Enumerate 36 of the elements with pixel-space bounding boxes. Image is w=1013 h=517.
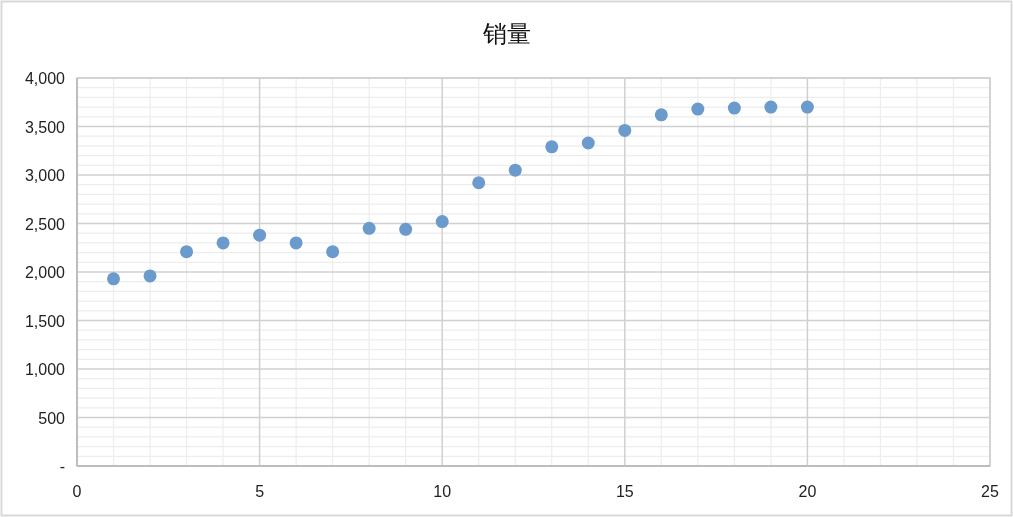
point [399, 222, 413, 236]
point [326, 245, 340, 259]
y-tick-label: 2,500 [24, 215, 66, 233]
y-tick-label: 3,000 [24, 167, 66, 184]
point [472, 176, 486, 190]
x-tick-label: 25 [981, 483, 999, 500]
y-tick-label: 2,000 [24, 264, 66, 281]
y-tick-label: - [59, 458, 65, 475]
x-tick-label: 10 [433, 483, 452, 500]
x-tick-label: 0 [72, 483, 82, 500]
point [618, 123, 632, 137]
point [727, 101, 741, 115]
point [508, 163, 522, 177]
point [764, 100, 778, 114]
point [289, 236, 303, 250]
y-tick-label: 1,000 [24, 361, 66, 378]
y-tick-label: 1,500 [24, 312, 66, 330]
y-tick-label: 500 [38, 409, 66, 427]
point [216, 236, 230, 250]
point [253, 228, 267, 242]
point [654, 108, 668, 122]
chart-title: 销量 [481, 20, 531, 47]
y-tick-label: 4,000 [24, 70, 66, 87]
point [800, 100, 814, 114]
point [435, 215, 449, 229]
point [362, 221, 376, 235]
point [180, 245, 194, 259]
x-tick-label: 5 [255, 483, 265, 500]
point [581, 136, 595, 150]
point [143, 269, 157, 283]
x-tick-label: 20 [798, 483, 817, 500]
point [107, 272, 121, 286]
point [545, 140, 559, 154]
y-tick-label: 3,500 [24, 118, 66, 136]
point [691, 102, 705, 116]
x-tick-label: 15 [615, 483, 634, 500]
